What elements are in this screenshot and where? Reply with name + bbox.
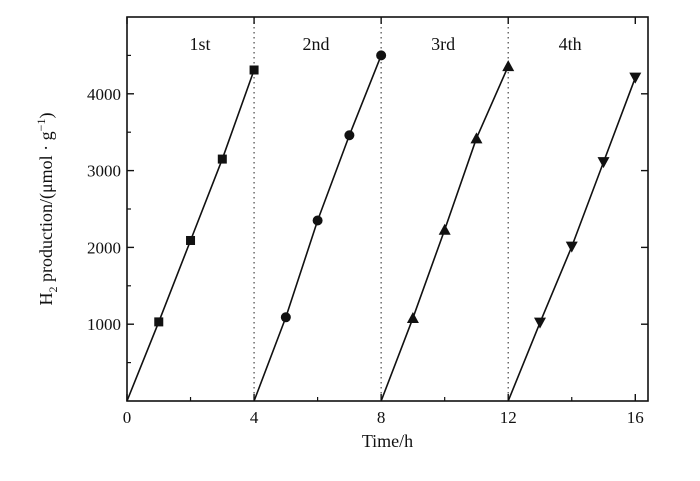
x-tick-label: 8 xyxy=(377,408,386,427)
y-axis-title-part: production/(μmol · g xyxy=(36,131,57,286)
data-point-triangle-down xyxy=(533,317,546,329)
data-point-triangle-down xyxy=(597,157,610,169)
x-tick-label: 0 xyxy=(123,408,132,427)
data-point-circle xyxy=(376,50,387,61)
y-tick-label: 3000 xyxy=(87,162,121,181)
data-point-square xyxy=(154,317,164,327)
cycle-label-box xyxy=(168,30,233,57)
cycle-label: 4th xyxy=(559,34,582,54)
y-axis-title-part: ) xyxy=(36,113,57,119)
y-tick-label: 1000 xyxy=(87,315,121,334)
data-point-square xyxy=(249,65,259,75)
cycle-label-box xyxy=(411,30,476,57)
chart-root: 1st 2nd 3rd 4th 0 4 8 12 16 1000 2000 3000 4000 Time/… xyxy=(34,16,649,451)
data-point-triangle-up xyxy=(438,223,451,235)
data-point-triangle-down xyxy=(629,72,642,84)
series-line xyxy=(126,69,255,402)
series-cycle-3 xyxy=(380,60,515,402)
series-line xyxy=(507,77,637,402)
series-cycle-2 xyxy=(253,50,387,402)
x-tick-label: 4 xyxy=(250,408,259,427)
series-cycle-1 xyxy=(126,65,259,402)
y-axis-title: H2 production/(μmol · g−1) xyxy=(34,113,60,306)
x-tick-label: 12 xyxy=(500,408,517,427)
data-point-triangle-up xyxy=(502,60,515,72)
data-point-triangle-down xyxy=(565,241,578,253)
y-axis-title-part: −1 xyxy=(34,119,48,132)
cycle-label-box xyxy=(284,30,349,57)
data-point-triangle-up xyxy=(470,132,483,144)
cycle-label-box xyxy=(538,30,603,57)
y-tick-label: 2000 xyxy=(87,238,121,257)
cycle-label: 1st xyxy=(190,34,211,54)
cycle-label: 2nd xyxy=(303,34,330,54)
y-axis-title-part: H xyxy=(36,292,56,305)
cycle-label: 3rd xyxy=(431,34,455,54)
series-line xyxy=(253,55,382,402)
data-point-square xyxy=(217,154,227,164)
plot-frame xyxy=(126,16,649,402)
x-tick-label: 16 xyxy=(627,408,644,427)
x-axis-title: Time/h xyxy=(362,431,413,451)
data-point-square xyxy=(186,235,196,245)
data-point-circle xyxy=(312,215,323,226)
data-point-circle xyxy=(280,312,291,323)
y-axis-title-part: 2 xyxy=(46,286,60,292)
data-point-triangle-up xyxy=(406,312,419,324)
series-cycle-4 xyxy=(507,72,642,402)
data-point-circle xyxy=(344,130,355,141)
y-tick-label: 4000 xyxy=(87,85,121,104)
